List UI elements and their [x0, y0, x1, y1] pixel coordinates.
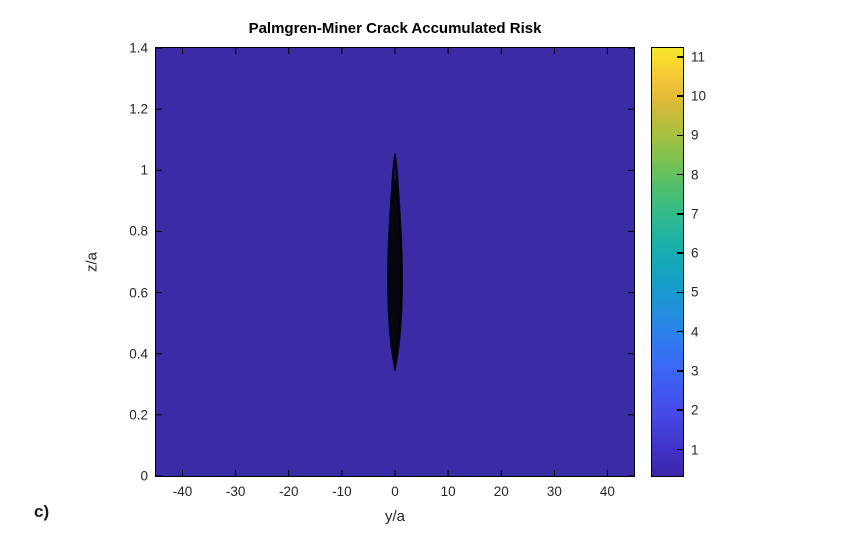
plot-area — [155, 47, 635, 477]
y-tick-label: 0.6 — [129, 285, 148, 301]
colorbar-tick-mark — [677, 173, 683, 176]
y-tick-label: 0 — [140, 468, 148, 484]
x-tick-label: 0 — [391, 484, 399, 499]
y-axis-label: z/a — [83, 251, 101, 273]
colorbar-tick-label: 10 — [691, 88, 707, 104]
colorbar-tick-mark — [677, 409, 683, 411]
colorbar-tick-label: 9 — [691, 127, 699, 143]
colorbar-tick-mark — [677, 213, 683, 215]
colorbar-tick-mark — [677, 134, 683, 137]
x-axis-label: y/a — [384, 508, 405, 525]
colorbar-tick-label: 3 — [691, 363, 699, 379]
x-tick-label: 20 — [493, 484, 509, 499]
contour-black-core — [388, 157, 402, 367]
colorbar-tick-label: 11 — [691, 49, 706, 65]
colorbar-tick-label: 5 — [691, 284, 699, 300]
x-tick-label: 40 — [599, 484, 615, 499]
x-tick-label: -40 — [172, 484, 193, 499]
colorbar-tick-mark — [677, 252, 683, 254]
contour-top-blue-sliver — [393, 160, 397, 188]
colorbar-tick-mark — [677, 56, 683, 58]
chart-title: Palmgren-Miner Crack Accumulated Risk — [248, 20, 542, 37]
x-tick-label: -10 — [332, 484, 352, 499]
colorbar-tick-label: 2 — [691, 402, 699, 418]
colorbar-tick-label: 7 — [691, 206, 699, 222]
x-tick-label: -20 — [279, 484, 299, 499]
colorbar-tick-mark — [677, 370, 683, 372]
panel-label: c) — [34, 502, 50, 521]
colorbar-tick-label: 4 — [691, 324, 699, 340]
y-tick-label: 1.2 — [129, 101, 148, 117]
x-tick-label: 30 — [546, 484, 562, 499]
y-tick-label: 1.4 — [129, 40, 148, 56]
colorbar-tick-mark — [677, 95, 683, 97]
x-tick-label: 10 — [440, 484, 456, 499]
y-tick-label: 0.2 — [129, 407, 148, 423]
colorbar-tick-mark — [677, 448, 683, 451]
contour-canvas — [156, 48, 634, 476]
colorbar-tick-label: 8 — [691, 167, 699, 183]
colorbar-tick-label: 1 — [691, 442, 699, 457]
y-tick-label: 0.4 — [129, 346, 148, 362]
colorbar — [651, 47, 684, 477]
x-tick-label: -30 — [225, 484, 246, 499]
y-tick-label: 1 — [140, 162, 148, 178]
y-tick-label: 0.8 — [129, 223, 148, 239]
colorbar-tick-mark — [677, 291, 683, 294]
colorbar-tick-label: 6 — [691, 245, 699, 261]
colorbar-tick-mark — [677, 330, 683, 333]
